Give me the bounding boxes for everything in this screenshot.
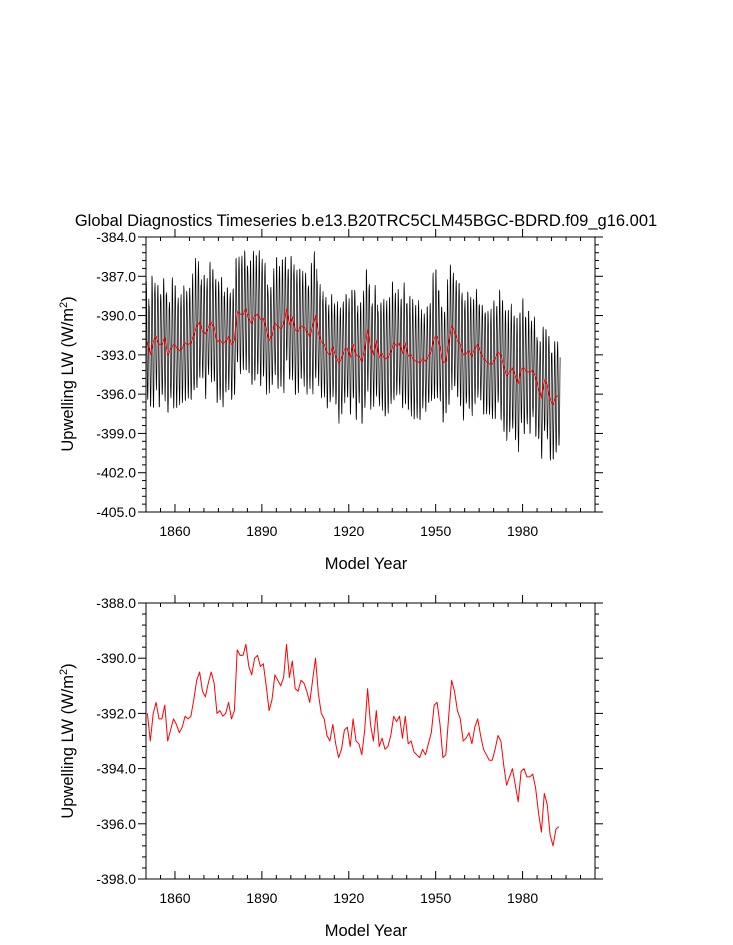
bottom-x-ticks: 1860 1890 1920 1950 1980 bbox=[159, 595, 596, 906]
x-tick-label: 1920 bbox=[333, 523, 364, 539]
top-x-axis-label: Model Year bbox=[325, 555, 408, 573]
y-tick-label: -387.0 bbox=[96, 268, 136, 284]
top-y-axis-label: Upwelling LW (W/m2) bbox=[58, 296, 77, 451]
bottom-y-axis-label: Upwelling LW (W/m2) bbox=[58, 663, 77, 818]
annual-mean-line-bottom bbox=[146, 643, 560, 847]
top-panel: 1860 1890 1920 1950 1980 -405.0-402.0-399.0-… bbox=[58, 229, 603, 573]
y-tick-label: -388.0 bbox=[96, 595, 136, 611]
monthly-line bbox=[145, 250, 561, 461]
bottom-x-axis-label: Model Year bbox=[325, 922, 408, 940]
bottom-plot-frame bbox=[145, 602, 596, 880]
y-tick-label: -399.0 bbox=[96, 425, 136, 441]
y-tick-label: -390.0 bbox=[96, 308, 136, 324]
annual-mean-line-top bbox=[146, 308, 560, 406]
x-tick-label: 1980 bbox=[507, 890, 538, 906]
top-y-ticks: -405.0 -402.0 -399.0 -396.0 -393.0 -390.0 -387… bbox=[96, 229, 603, 520]
x-tick-label: 1980 bbox=[507, 523, 538, 539]
y-tick-label: -402.0 bbox=[96, 465, 136, 481]
chart-title: Global Diagnostics Timeseries b.e13.B20T… bbox=[75, 212, 657, 230]
y-tick-label: -394.0 bbox=[96, 761, 136, 777]
bottom-panel: 1860 1890 1920 1950 1980 -398.0-396.0-394.0-… bbox=[58, 595, 603, 940]
top-plot-frame bbox=[145, 236, 596, 513]
monthly-series-line bbox=[145, 250, 561, 461]
x-tick-label: 1920 bbox=[333, 890, 364, 906]
x-tick-label: 1890 bbox=[246, 890, 277, 906]
y-tick-label: -396.0 bbox=[96, 816, 136, 832]
x-tick-label: 1950 bbox=[420, 523, 451, 539]
y-tick-label: -392.0 bbox=[96, 705, 136, 721]
x-tick-label: 1950 bbox=[420, 890, 451, 906]
y-tick-label: -390.0 bbox=[96, 650, 136, 666]
y-tick-label: -396.0 bbox=[96, 386, 136, 402]
x-tick-label: 1860 bbox=[159, 523, 190, 539]
y-tick-label: -393.0 bbox=[96, 347, 136, 363]
y-tick-label: -398.0 bbox=[96, 871, 136, 887]
top-x-ticks: 1860 1890 1920 1950 1980 bbox=[159, 229, 596, 539]
x-tick-label: 1890 bbox=[246, 523, 277, 539]
bottom-y-ticks: -398.0 -396.0 -394.0 -392.0 -390.0 -388.0 bbox=[96, 595, 603, 887]
x-tick-label: 1860 bbox=[159, 890, 190, 906]
y-tick-label: -384.0 bbox=[96, 229, 136, 245]
y-tick-label: -405.0 bbox=[96, 504, 136, 520]
